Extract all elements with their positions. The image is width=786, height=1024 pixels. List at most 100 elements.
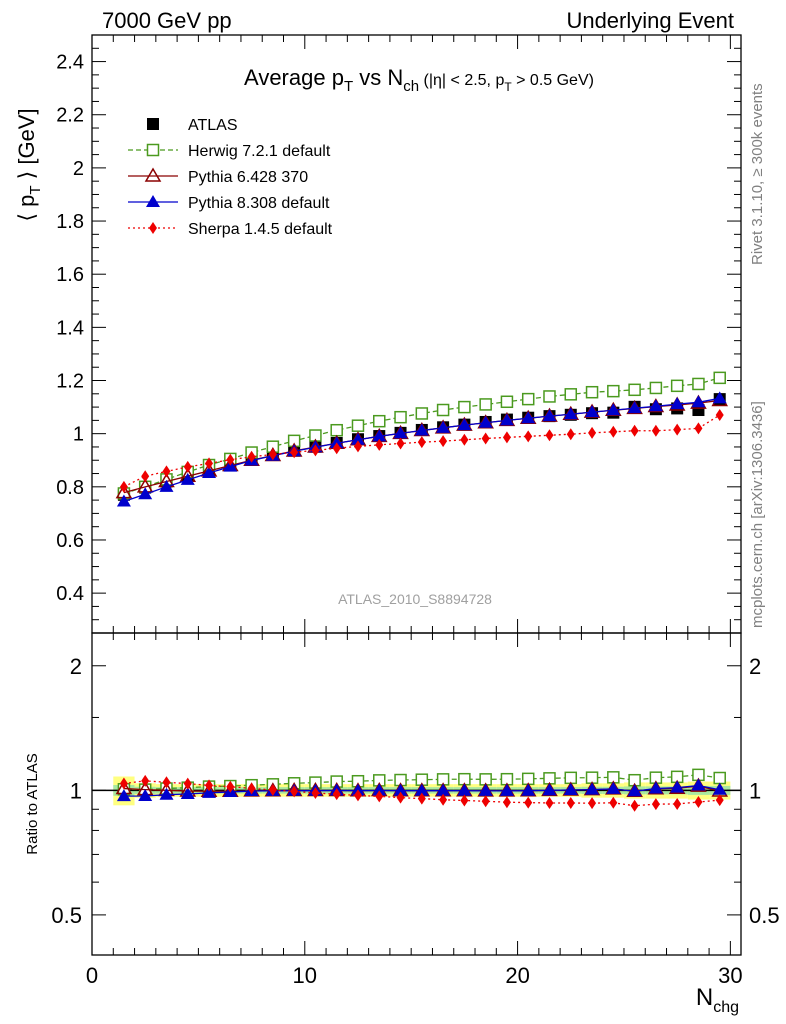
ratio-data-point (311, 787, 320, 800)
legend-item: Pythia 6.428 370 (128, 167, 308, 186)
data-point (268, 448, 277, 461)
y-tick-label: 1.8 (56, 211, 84, 233)
data-point (332, 442, 341, 455)
series-herwig-7-2-1-default (117, 371, 726, 500)
ratio-y-tick-label-right: 1 (749, 778, 761, 803)
ratio-data-point (247, 782, 256, 795)
ratio-data-point (542, 783, 557, 796)
ratio-data-point (375, 790, 384, 803)
ratio-data-point (670, 780, 685, 793)
y-tick-label: 1 (73, 424, 84, 446)
ratio-data-point (627, 784, 642, 797)
ratio-data-point (226, 780, 235, 793)
ratio-data-point (648, 781, 663, 794)
ratio-data-point (180, 786, 195, 799)
ratio-data-point (353, 789, 362, 802)
data-point (202, 466, 217, 479)
x-tick-label: 20 (505, 963, 529, 988)
ratio-data-point (630, 799, 639, 812)
ratio-data-point (372, 783, 387, 796)
ratio-data-point (694, 796, 703, 809)
data-point (712, 391, 727, 404)
data-point (436, 420, 451, 433)
ratio-data-point (609, 796, 618, 809)
data-point (353, 440, 362, 453)
ratio-data-point (436, 783, 451, 796)
data-point (439, 435, 448, 448)
legend-marker (146, 143, 160, 157)
data-point (141, 470, 150, 483)
data-point (691, 395, 706, 408)
data-point (116, 494, 131, 507)
ratio-data-point (457, 783, 472, 796)
data-point (628, 383, 641, 397)
data-point (393, 426, 408, 439)
series-pythia-8-308-default (116, 391, 727, 507)
ratio-data-point (162, 776, 171, 789)
data-point (566, 428, 575, 441)
data-point (673, 423, 682, 436)
data-point (478, 415, 493, 428)
data-point (521, 411, 536, 424)
legend-item: ATLAS (147, 117, 238, 134)
ratio-data-point (159, 787, 174, 800)
legend-item: Herwig 7.2.1 default (128, 143, 331, 160)
ratio-data-point (499, 783, 514, 796)
chart-title: Average pT vs Nch (|η| < 2.5, pT > 0.5 G… (244, 65, 594, 95)
data-point (375, 438, 384, 451)
ratio-data-point (396, 791, 405, 804)
data-point (458, 400, 471, 414)
data-point (479, 398, 492, 411)
ratio-data-point (119, 777, 128, 790)
data-point (481, 432, 490, 445)
legend-marker (147, 118, 159, 130)
data-point (588, 426, 597, 439)
y-tick-label: 1.6 (56, 264, 84, 286)
analysis-watermark: ATLAS_2010_S8894728 (338, 591, 492, 607)
ratio-data-point (691, 778, 706, 791)
ratio-data-point (393, 783, 408, 796)
legend-label: Pythia 6.428 370 (188, 169, 308, 186)
data-point (627, 401, 642, 414)
ratio-data-point (651, 798, 660, 811)
ratio-data-point (588, 797, 597, 810)
ratio-y-tick-label-left: 2 (70, 654, 82, 679)
ratio-data-point (502, 796, 511, 809)
ratio-data-point (116, 789, 131, 802)
legend-label: Herwig 7.2.1 default (188, 143, 331, 160)
data-point (162, 465, 171, 478)
ratio-data-point (673, 797, 682, 810)
ratio-data-point (138, 788, 153, 801)
rivet-label: Rivet 3.1.10, ≥ 300k events (749, 83, 766, 265)
ratio-y-tick-label-left: 0.5 (51, 903, 82, 928)
data-point (715, 409, 724, 422)
data-point (436, 403, 450, 417)
data-point (648, 399, 663, 412)
ratio-data-point (183, 777, 192, 790)
legend-item: Sherpa 1.4.5 default (128, 221, 333, 238)
header-left: 7000 GeV pp (102, 8, 232, 33)
data-point (524, 430, 533, 443)
ratio-y-tick-label-right: 0.5 (749, 903, 780, 928)
ratio-data-point (585, 782, 600, 795)
legend: ATLAS Herwig 7.2.1 default Pythia 6.428 37… (128, 117, 333, 238)
data-point (694, 422, 703, 435)
ratio-data-point (205, 779, 214, 792)
data-point (372, 429, 387, 442)
y-tick-label: 1.4 (56, 317, 84, 339)
data-point (499, 413, 514, 426)
ratio-data-point (713, 771, 726, 785)
ratio-y-tick-label-left: 1 (70, 778, 82, 803)
data-point (670, 397, 685, 410)
data-point (457, 418, 472, 431)
x-tick-label: 0 (86, 963, 98, 988)
data-point (247, 450, 256, 463)
data-point (180, 472, 195, 485)
ratio-data-point (563, 782, 578, 795)
ratio-data-point (460, 794, 469, 807)
y-tick-label: 0.8 (56, 477, 84, 499)
ratio-data-point (545, 796, 554, 809)
data-point (417, 436, 426, 449)
data-point (670, 379, 684, 393)
data-point (609, 425, 618, 438)
